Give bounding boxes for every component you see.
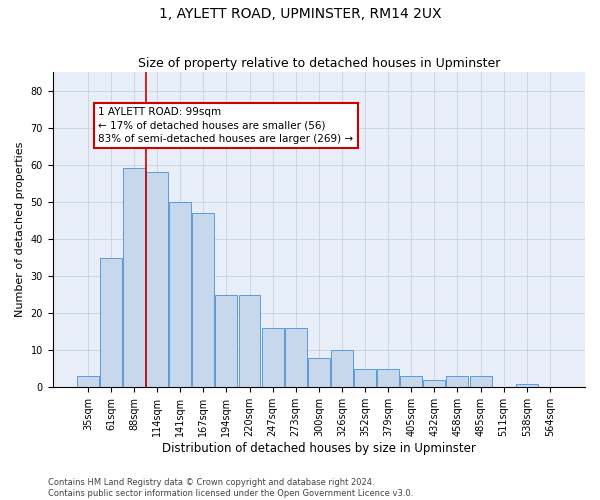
Text: 1, AYLETT ROAD, UPMINSTER, RM14 2UX: 1, AYLETT ROAD, UPMINSTER, RM14 2UX bbox=[159, 8, 441, 22]
Bar bbox=[100, 258, 122, 388]
Bar bbox=[308, 358, 330, 388]
Bar bbox=[424, 380, 445, 388]
Bar bbox=[516, 384, 538, 388]
X-axis label: Distribution of detached houses by size in Upminster: Distribution of detached houses by size … bbox=[162, 442, 476, 455]
Bar bbox=[239, 294, 260, 388]
Bar bbox=[193, 213, 214, 388]
Bar bbox=[446, 376, 469, 388]
Bar bbox=[215, 294, 238, 388]
Y-axis label: Number of detached properties: Number of detached properties bbox=[15, 142, 25, 318]
Bar bbox=[377, 369, 399, 388]
Bar bbox=[146, 172, 168, 388]
Bar bbox=[77, 376, 99, 388]
Text: Contains HM Land Registry data © Crown copyright and database right 2024.
Contai: Contains HM Land Registry data © Crown c… bbox=[48, 478, 413, 498]
Title: Size of property relative to detached houses in Upminster: Size of property relative to detached ho… bbox=[137, 56, 500, 70]
Bar bbox=[123, 168, 145, 388]
Bar bbox=[470, 376, 491, 388]
Bar bbox=[354, 369, 376, 388]
Bar bbox=[169, 202, 191, 388]
Bar bbox=[285, 328, 307, 388]
Bar bbox=[400, 376, 422, 388]
Bar bbox=[262, 328, 284, 388]
Bar bbox=[331, 350, 353, 388]
Text: 1 AYLETT ROAD: 99sqm
← 17% of detached houses are smaller (56)
83% of semi-detac: 1 AYLETT ROAD: 99sqm ← 17% of detached h… bbox=[98, 108, 353, 144]
